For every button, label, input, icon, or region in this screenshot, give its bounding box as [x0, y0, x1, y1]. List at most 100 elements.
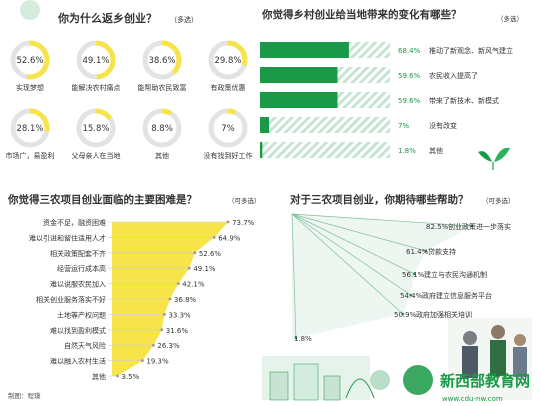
- bar2-fill: [260, 142, 263, 158]
- bar3-point: [152, 343, 155, 347]
- ring-arc: [10, 40, 50, 80]
- panel4-note: （可多选）: [482, 196, 515, 205]
- bar4-point: [401, 312, 405, 316]
- credit-text: 制图：程璞: [8, 391, 41, 400]
- ring-value: 38.6%: [148, 56, 175, 66]
- bar4-line: [291, 213, 426, 252]
- decor-people: [448, 318, 532, 400]
- bar3-value: 33.3%: [168, 311, 191, 319]
- bar2-value: 1.8%: [398, 147, 416, 155]
- bar3-value: 49.1%: [193, 265, 216, 273]
- ring-label: 能解决农村痛点: [72, 83, 121, 92]
- bar3-label: 经营运行成本高: [57, 264, 106, 273]
- bar4-label: 政府建立信息服务平台: [422, 291, 492, 300]
- bar3-label: 难以引进和留住适用人才: [29, 233, 106, 242]
- bar4-point: [409, 293, 412, 297]
- panel3-note: （可多选）: [228, 196, 261, 205]
- ring-arc: [142, 108, 182, 148]
- bar2-label: 农民收入提高了: [429, 71, 478, 80]
- ring-label: 实现梦想: [16, 83, 44, 92]
- ring-label: 能帮助农民致富: [138, 83, 187, 92]
- bar3-point: [226, 220, 230, 224]
- ring-label: 市场广，易盈利: [6, 151, 55, 160]
- ring-value: 52.6%: [16, 56, 43, 66]
- panel-expected-help: 对于三农项目创业，你期待哪些帮助？ （可多选） 82.5% 创业政策进一步落实 61.4…: [290, 193, 515, 343]
- ring-arc: [208, 40, 248, 80]
- ring-label: 其他: [155, 151, 169, 160]
- ring-arc: [76, 108, 116, 148]
- bar2-fill: [260, 117, 270, 133]
- bar2-label: 带来了新技术、新模式: [429, 96, 499, 105]
- bar3-point: [168, 297, 172, 301]
- ring-value: 15.8%: [82, 124, 109, 134]
- bar2-fill: [260, 42, 349, 58]
- bar3-value: 36.8%: [174, 296, 197, 304]
- ring-value: 28.1%: [16, 124, 43, 134]
- bar3-label: 难以融入农村生活: [50, 357, 106, 366]
- decor-plant-icon: [478, 147, 510, 170]
- bar4-value: 1.8%: [294, 335, 312, 343]
- bar4-point: [470, 224, 474, 228]
- bar4-value: 54.4%: [400, 292, 423, 300]
- bar2-track: [260, 142, 390, 158]
- panel-local-change: 你觉得乡村创业给当地带来的变化有哪些？ （多选） 68.4% 推动了新观念、新风气建立…: [260, 8, 523, 158]
- ring-arc: [76, 40, 116, 80]
- bar3-value: 52.6%: [199, 250, 222, 258]
- bar2-fill: [260, 67, 338, 83]
- watermark-url: www.cdu-nw.com: [442, 395, 503, 403]
- bar3-label: 资金不足，融资困难: [43, 218, 106, 227]
- bar4-point: [294, 336, 298, 340]
- bar2-value: 59.6%: [398, 72, 421, 80]
- bar4-label: 创业政策进一步落实: [448, 222, 511, 231]
- bar4-point: [424, 249, 428, 253]
- panel3-title: 你觉得三农项目创业面临的主要困难是？: [7, 193, 197, 206]
- ring-track: [208, 108, 248, 148]
- bar3-point: [193, 251, 197, 255]
- bar2-label: 没有改变: [429, 121, 457, 130]
- bar2-value: 68.4%: [398, 47, 421, 55]
- bar2-value: 7%: [398, 122, 409, 130]
- bar4-line: [291, 213, 415, 275]
- bar3-label: 其他: [92, 372, 106, 381]
- bar4-line: [291, 213, 404, 315]
- watermark-logo-icon: [403, 365, 433, 395]
- ring-value: 7%: [221, 124, 235, 134]
- bar4-label: 建立与农民沟通机制: [424, 270, 487, 279]
- bar3-value: 42.1%: [182, 281, 205, 289]
- ring-label: 有政策优惠: [211, 83, 246, 92]
- bar3-label: 土地等产权问题: [57, 310, 106, 319]
- bar3-value: 64.9%: [218, 234, 241, 242]
- bar4-value: 50.9%: [394, 311, 417, 319]
- bar3-value: 31.6%: [166, 327, 189, 335]
- bar4-value: 56.1%: [402, 271, 425, 279]
- ring-value: 29.8%: [214, 56, 241, 66]
- bar4-line: [291, 213, 411, 296]
- ring-label: 没有找到好工作: [204, 151, 253, 160]
- bar3-point: [160, 328, 164, 332]
- bar2-label: 其他: [429, 146, 443, 155]
- bar2-fill: [260, 92, 338, 108]
- panel1-title: 你为什么返乡创业？: [57, 11, 157, 25]
- bar3-label: 相关政策配套不齐: [50, 249, 106, 258]
- bar3-label: 相关创业服务落实不好: [36, 295, 106, 304]
- bar3-label: 自然天气风险: [64, 341, 106, 350]
- ring-arc: [142, 40, 182, 80]
- decor-sun-icon: [20, 0, 40, 20]
- bar3-value: 26.3%: [157, 342, 180, 350]
- panel1-note: （多选）: [170, 15, 198, 24]
- bar3-label: 难以说服农民加入: [50, 280, 106, 289]
- bar3-label: 难以找到盈利模式: [50, 326, 106, 335]
- bar3-point: [116, 374, 119, 378]
- panel4-title: 对于三农项目创业，你期待哪些帮助？: [290, 193, 469, 206]
- bar4-line: [291, 213, 472, 227]
- bar4-point: [412, 272, 416, 276]
- bar3-value: 19.3%: [146, 358, 169, 366]
- bar3-value: 3.5%: [122, 373, 140, 381]
- panel-why-return: 你为什么返乡创业？ （多选） 52.6% 实现梦想 49.1% 能解决农村痛点 38.6% 能…: [6, 11, 253, 160]
- decor-rural-scene: [262, 356, 390, 401]
- bar2-track: [260, 117, 390, 133]
- panel2-note: （多选）: [497, 14, 523, 23]
- bar3-point: [187, 266, 191, 270]
